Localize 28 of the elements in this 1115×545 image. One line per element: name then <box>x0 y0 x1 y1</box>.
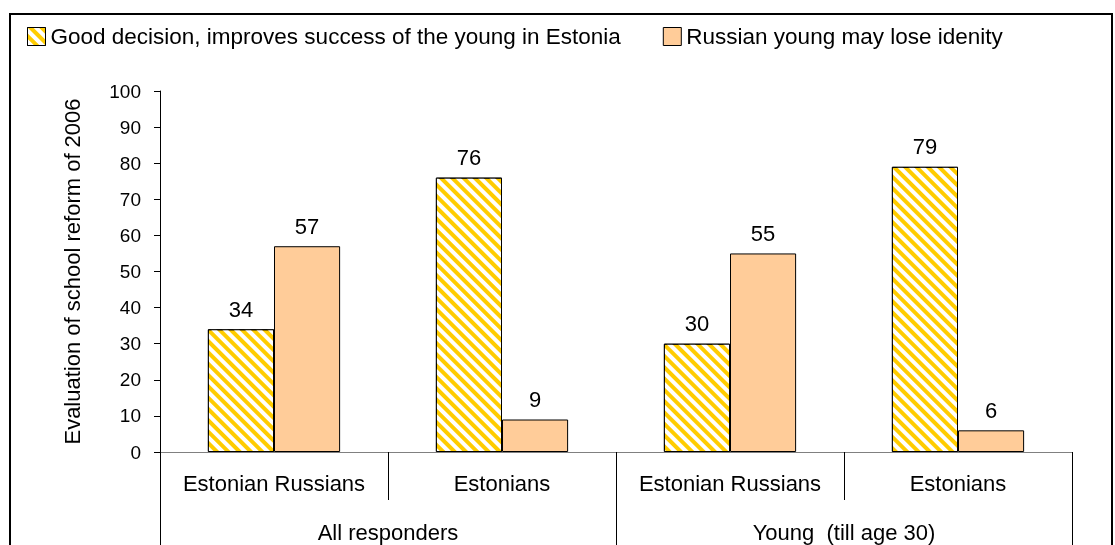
data-label: 76 <box>456 145 482 171</box>
text: All responders <box>317 519 459 545</box>
y-tick-label: 90 <box>119 116 141 138</box>
y-axis-title: Evaluation of school reform of 2006 <box>59 98 85 445</box>
x-tick-label: Estonian Russians <box>638 470 822 496</box>
y-tick-label: 50 <box>119 261 141 282</box>
x-tick-label: Estonian Russians <box>182 470 366 496</box>
y-tick-label: 40 <box>119 297 141 319</box>
data-label: 30 <box>684 311 710 337</box>
data-label: 6 <box>984 397 998 423</box>
y-tick-label: 30 <box>119 333 141 355</box>
legend-label: Good decision, improves success of the young in Estonia <box>50 24 622 49</box>
data-label: 9 <box>528 387 542 413</box>
y-tick-label: 80 <box>119 152 141 174</box>
data-label: 79 <box>912 134 938 160</box>
legend-label: Russian young may lose idenity <box>686 24 1004 49</box>
x-tick-label: Estonians <box>453 470 551 496</box>
y-tick-label: 60 <box>119 224 141 246</box>
data-label: 55 <box>750 220 776 246</box>
y-tick-label: 100 <box>109 80 141 102</box>
x-tick-label: Estonians <box>909 470 1007 496</box>
y-tick-label: 20 <box>119 369 141 391</box>
y-tick-label: 70 <box>119 188 141 210</box>
data-label: 57 <box>294 213 320 239</box>
text: Young (till age 30) <box>752 519 936 545</box>
y-tick-label: 0 <box>130 441 141 463</box>
data-label: 34 <box>228 296 254 322</box>
y-tick-label: 10 <box>119 405 141 427</box>
